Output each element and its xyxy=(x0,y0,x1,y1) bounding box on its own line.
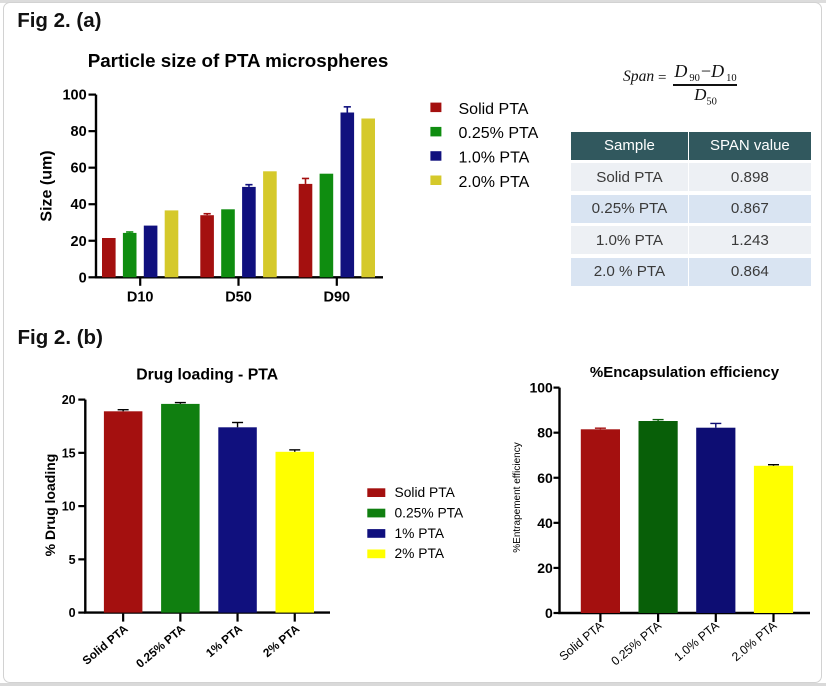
svg-text:%Encapsulation efficiency: %Encapsulation efficiency xyxy=(590,364,780,381)
svg-text:0.25% PTA: 0.25% PTA xyxy=(395,505,465,520)
svg-text:Solid PTA: Solid PTA xyxy=(557,618,607,664)
svg-text:1% PTA: 1% PTA xyxy=(395,526,445,541)
svg-text:2% PTA: 2% PTA xyxy=(260,621,302,660)
svg-text:% Drug loading: % Drug loading xyxy=(42,454,58,557)
svg-text:0: 0 xyxy=(545,605,553,621)
svg-text:D50: D50 xyxy=(225,289,252,305)
svg-text:15: 15 xyxy=(62,446,76,460)
svg-text:Particle size of PTA microsphe: Particle size of PTA microspheres xyxy=(88,50,389,71)
svg-text:60: 60 xyxy=(71,161,87,177)
svg-text:D90: D90 xyxy=(323,289,350,305)
svg-text:0.25% PTA: 0.25% PTA xyxy=(133,621,188,670)
svg-text:Size (um): Size (um) xyxy=(39,150,56,221)
svg-text:0: 0 xyxy=(79,270,87,286)
svg-text:40: 40 xyxy=(71,197,87,213)
svg-text:1% PTA: 1% PTA xyxy=(203,621,245,660)
svg-text:20: 20 xyxy=(62,393,76,407)
svg-text:80: 80 xyxy=(537,425,553,441)
svg-text:40: 40 xyxy=(537,515,553,531)
svg-text:10: 10 xyxy=(62,500,76,514)
svg-text:20: 20 xyxy=(71,234,87,250)
svg-text:Solid PTA: Solid PTA xyxy=(459,101,529,118)
svg-text:80: 80 xyxy=(71,124,87,140)
svg-text:1.0% PTA: 1.0% PTA xyxy=(459,150,530,167)
svg-text:100: 100 xyxy=(529,380,553,396)
svg-text:2.0% PTA: 2.0% PTA xyxy=(729,618,780,664)
svg-text:D10: D10 xyxy=(127,289,154,305)
svg-text:Solid PTA: Solid PTA xyxy=(395,485,456,500)
svg-text:60: 60 xyxy=(537,470,553,486)
svg-text:Drug loading - PTA: Drug loading - PTA xyxy=(136,367,278,384)
svg-text:0.25% PTA: 0.25% PTA xyxy=(608,618,664,668)
svg-text:%Entrapement efficiency: %Entrapement efficiency xyxy=(512,442,523,552)
svg-text:0: 0 xyxy=(69,606,76,620)
svg-text:20: 20 xyxy=(537,560,553,576)
svg-text:1.0% PTA: 1.0% PTA xyxy=(671,618,722,664)
svg-text:0.25% PTA: 0.25% PTA xyxy=(459,125,539,142)
svg-text:5: 5 xyxy=(69,553,76,567)
svg-text:100: 100 xyxy=(62,88,86,104)
svg-text:2% PTA: 2% PTA xyxy=(395,546,445,561)
svg-text:Solid PTA: Solid PTA xyxy=(80,621,131,667)
svg-text:2.0% PTA: 2.0% PTA xyxy=(459,174,530,191)
